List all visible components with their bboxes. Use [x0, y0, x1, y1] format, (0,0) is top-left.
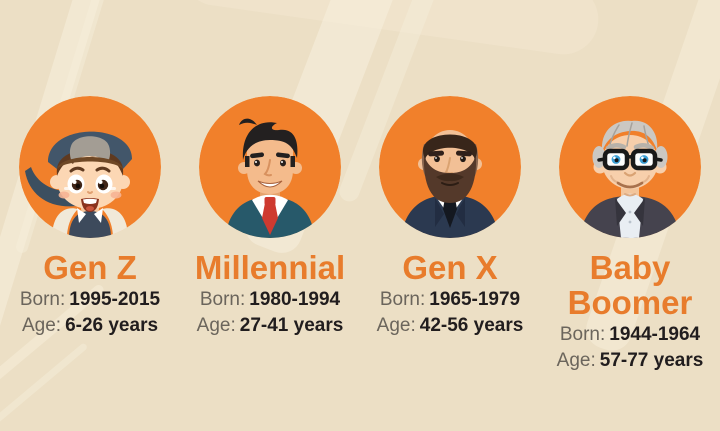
boy-backwards-cap-icon [19, 96, 161, 238]
age-line: Age: 6-26 years [22, 314, 158, 337]
generation-title: Gen X [402, 249, 498, 286]
age-label: Age: [556, 350, 596, 371]
born-value: 1980-1994 [249, 289, 341, 310]
generation-column-gen-z: Gen Z Born: 1995-2015 Age: 6-26 years [0, 96, 180, 372]
young-man-suit-red-tie-icon [199, 96, 341, 238]
age-label: Age: [376, 315, 416, 336]
generation-column-millennial: Millennial Born: 1980-1994 Age: 27-41 year… [180, 96, 360, 372]
millennial-avatar-illustration [199, 96, 341, 238]
born-label: Born: [379, 289, 426, 310]
generation-title: Gen Z [43, 249, 137, 286]
born-label: Born: [199, 289, 246, 310]
age-line: Age: 27-41 years [197, 314, 344, 337]
born-line: Born: 1965-1979 [380, 288, 520, 311]
born-line: Born: 1944-1964 [560, 323, 700, 346]
age-line: Age: 42-56 years [377, 314, 524, 337]
age-label: Age: [196, 315, 236, 336]
generation-column-gen-x: Gen X Born: 1965-1979 Age: 42-56 years [360, 96, 540, 372]
born-label: Born: [559, 324, 606, 345]
born-value: 1944-1964 [609, 324, 701, 345]
generation-title: Baby Boomer [567, 249, 693, 321]
born-label: Born: [19, 289, 66, 310]
gen-x-avatar-illustration [379, 96, 521, 238]
age-value: 57-77 years [599, 350, 704, 371]
age-value: 42-56 years [419, 315, 524, 336]
born-line: Born: 1995-2015 [20, 288, 160, 311]
generation-columns: Gen Z Born: 1995-2015 Age: 6-26 years [0, 96, 720, 372]
age-label: Age: [21, 315, 62, 336]
baby-boomer-avatar-illustration [559, 96, 701, 238]
generation-column-baby-boomer: Baby Boomer Born: 1944-1964 Age: 57-77 yea… [540, 96, 720, 372]
elderly-man-glasses-icon [559, 96, 701, 238]
born-line: Born: 1980-1994 [200, 288, 340, 311]
age-value: 27-41 years [239, 315, 344, 336]
age-value: 6-26 years [65, 315, 159, 336]
age-line: Age: 57-77 years [557, 349, 704, 372]
bearded-man-suit-icon [379, 96, 521, 238]
gen-z-avatar-illustration [19, 96, 161, 238]
generation-title: Millennial [194, 249, 346, 286]
brush-stroke [177, 0, 603, 59]
born-value: 1995-2015 [69, 289, 161, 310]
born-value: 1965-1979 [429, 289, 521, 310]
